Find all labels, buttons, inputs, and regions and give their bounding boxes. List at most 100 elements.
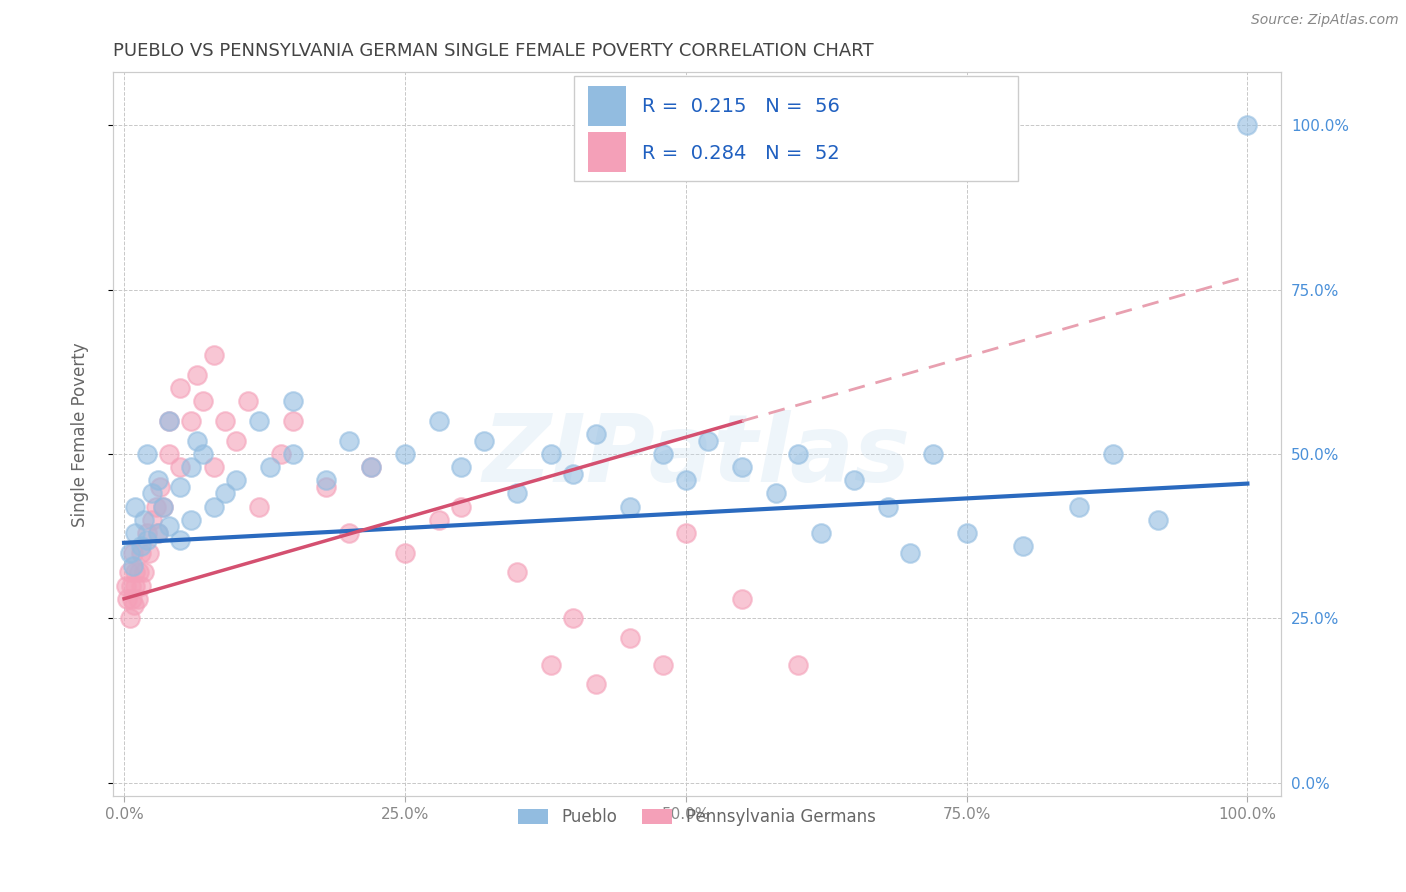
Point — [506, 486, 529, 500]
Text: R =  0.284   N =  52: R = 0.284 N = 52 — [643, 144, 839, 163]
Point — [129, 546, 152, 560]
Point — [169, 480, 191, 494]
Point — [157, 447, 180, 461]
Point — [214, 414, 236, 428]
Point — [124, 578, 146, 592]
Point — [731, 591, 754, 606]
Point — [900, 546, 922, 560]
Point — [135, 525, 157, 540]
Bar — [588, 133, 626, 172]
Point — [115, 578, 138, 592]
Point — [138, 546, 160, 560]
Point — [146, 525, 169, 540]
Text: Source: ZipAtlas.com: Source: ZipAtlas.com — [1251, 13, 1399, 28]
Point — [585, 677, 607, 691]
Point — [281, 394, 304, 409]
Point — [259, 460, 281, 475]
Point — [225, 434, 247, 448]
Point — [540, 447, 562, 461]
Point — [1146, 513, 1168, 527]
Text: PUEBLO VS PENNSYLVANIA GERMAN SINGLE FEMALE POVERTY CORRELATION CHART: PUEBLO VS PENNSYLVANIA GERMAN SINGLE FEM… — [112, 42, 873, 60]
Point — [157, 414, 180, 428]
Point — [169, 460, 191, 475]
Point — [1236, 118, 1258, 132]
Point — [360, 460, 382, 475]
Point — [118, 546, 141, 560]
Point — [124, 525, 146, 540]
Point — [731, 460, 754, 475]
Point — [765, 486, 787, 500]
Point — [134, 513, 156, 527]
Point — [124, 500, 146, 514]
Point — [149, 480, 172, 494]
Point — [247, 414, 270, 428]
Point — [141, 486, 163, 500]
Point — [810, 525, 832, 540]
Legend: Pueblo, Pennsylvania Germans: Pueblo, Pennsylvania Germans — [510, 800, 884, 835]
Point — [787, 657, 810, 672]
Point — [186, 368, 208, 382]
Point — [202, 500, 225, 514]
Point — [191, 447, 214, 461]
Point — [1011, 539, 1033, 553]
Point — [675, 525, 697, 540]
Point — [619, 500, 641, 514]
Text: ZIPatlas: ZIPatlas — [482, 410, 911, 502]
Point — [145, 500, 167, 514]
Point — [157, 519, 180, 533]
Point — [1101, 447, 1123, 461]
Point — [337, 434, 360, 448]
Y-axis label: Single Female Poverty: Single Female Poverty — [72, 342, 89, 526]
Point — [787, 447, 810, 461]
Point — [122, 558, 145, 573]
Point — [141, 513, 163, 527]
Point — [191, 394, 214, 409]
Point — [129, 578, 152, 592]
Point — [540, 657, 562, 672]
Point — [697, 434, 720, 448]
Point — [450, 500, 472, 514]
Point — [120, 578, 142, 592]
Point — [315, 473, 337, 487]
Point — [169, 533, 191, 547]
Point — [652, 447, 675, 461]
Point — [270, 447, 292, 461]
Bar — [588, 87, 626, 126]
Point — [122, 546, 145, 560]
Point — [427, 513, 450, 527]
Point — [202, 460, 225, 475]
Point — [619, 631, 641, 645]
Point — [128, 566, 150, 580]
Point — [202, 348, 225, 362]
Point — [157, 414, 180, 428]
Text: R =  0.215   N =  56: R = 0.215 N = 56 — [643, 97, 839, 116]
Point — [921, 447, 943, 461]
Point — [427, 414, 450, 428]
Point — [955, 525, 977, 540]
Point — [135, 447, 157, 461]
Point — [1067, 500, 1090, 514]
FancyBboxPatch shape — [574, 76, 1018, 181]
Point — [134, 566, 156, 580]
Point — [124, 566, 146, 580]
Point — [337, 525, 360, 540]
Point — [146, 473, 169, 487]
Point — [135, 533, 157, 547]
Point — [180, 513, 202, 527]
Point — [117, 591, 139, 606]
Point — [394, 447, 416, 461]
Point — [281, 447, 304, 461]
Point — [315, 480, 337, 494]
Point — [562, 611, 585, 625]
Point — [152, 500, 174, 514]
Point — [506, 566, 529, 580]
Point — [394, 546, 416, 560]
Point — [281, 414, 304, 428]
Point — [180, 414, 202, 428]
Point — [152, 500, 174, 514]
Point — [122, 599, 145, 613]
Point — [844, 473, 866, 487]
Point — [146, 525, 169, 540]
Point — [236, 394, 259, 409]
Point — [247, 500, 270, 514]
